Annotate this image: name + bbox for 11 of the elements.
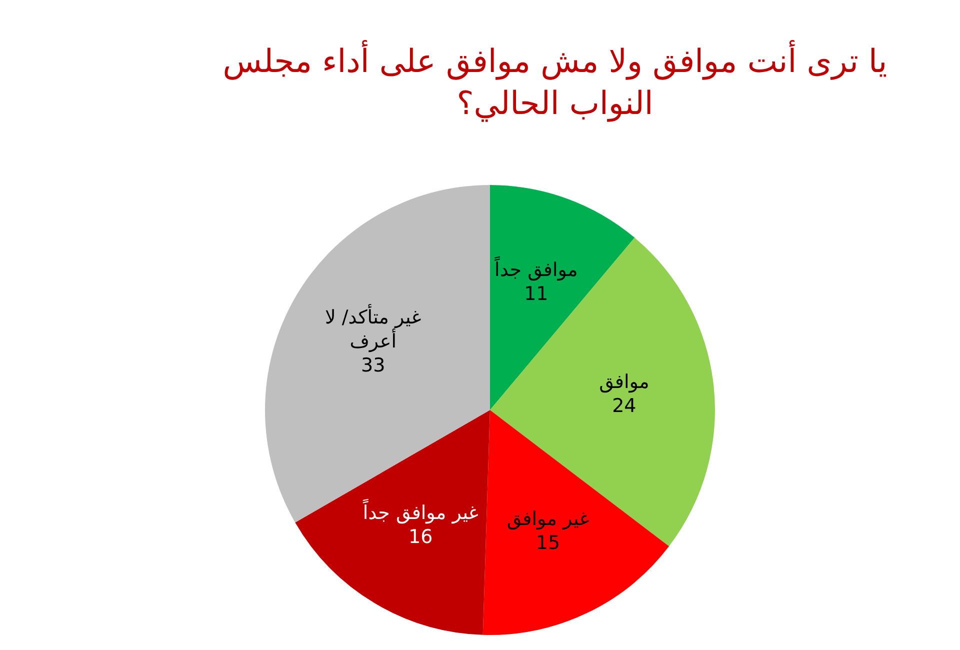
slice-label: غير متأكد/ لا أعرف xyxy=(324,303,422,352)
data-label: 33 xyxy=(360,354,386,376)
data-label: 16 xyxy=(408,526,433,548)
slice-label: موافق جداً xyxy=(494,256,578,282)
data-label: 11 xyxy=(524,283,548,306)
chart-title: يا ترى أنت موافق ولا مش موافق على أداء مجلس النواب الحالي؟ xyxy=(222,40,888,124)
data-label: 15 xyxy=(536,532,560,554)
slice-label: موافق xyxy=(599,370,650,393)
slice-label: غير موافق جداً xyxy=(362,498,478,524)
data-label: 24 xyxy=(612,394,636,417)
slice-label: غير موافق xyxy=(506,508,590,530)
